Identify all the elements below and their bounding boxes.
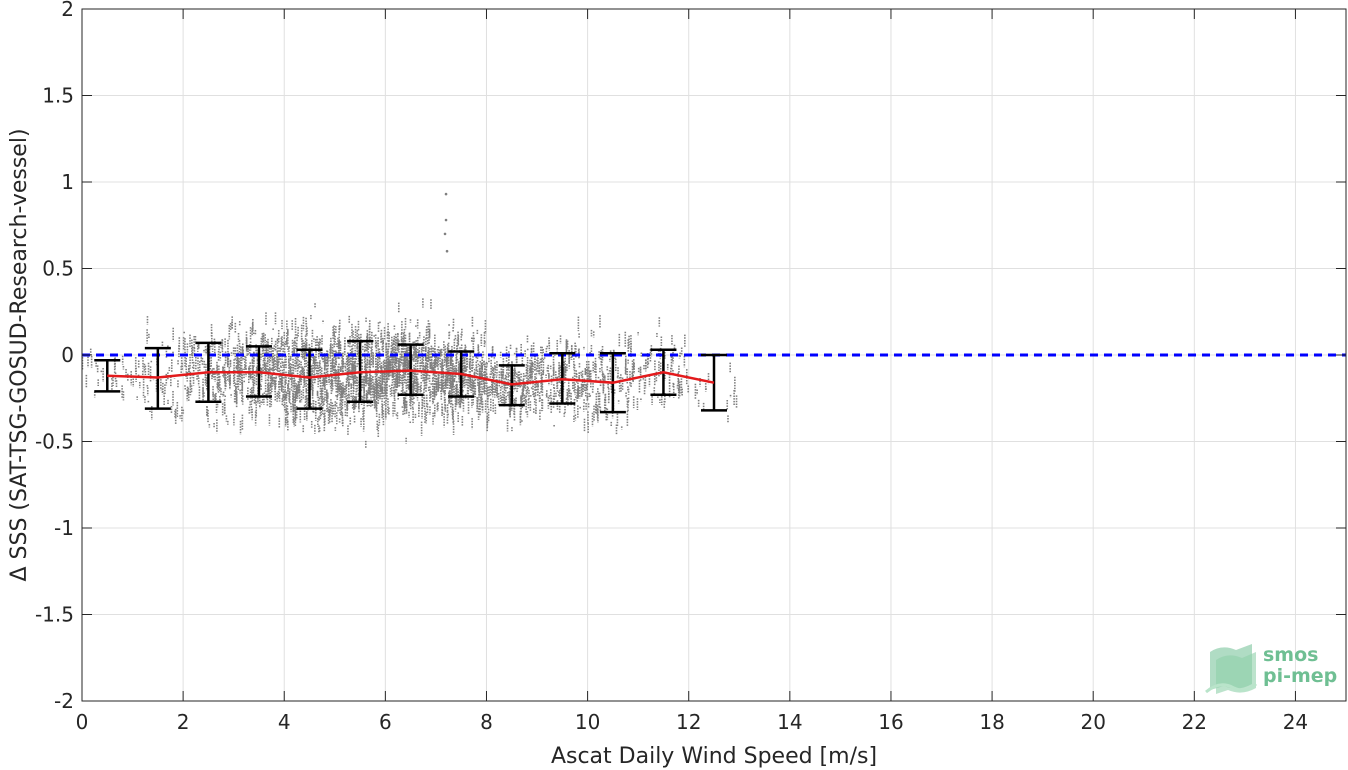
logo-text-smos: smos [1263,644,1318,666]
x-tick-label: 20 [1080,710,1105,734]
scatter-point [444,192,448,196]
y-tick-label: 0.5 [42,257,74,281]
median-line [107,369,715,386]
x-axis-label: Ascat Daily Wind Speed [m/s] [551,744,877,769]
scatter-point [443,232,447,236]
y-tick-label: -1.5 [35,603,74,627]
y-tick-label: 1.5 [42,84,74,108]
error-bar [296,348,323,410]
x-tick-label: 16 [878,710,903,734]
logo-text-pi-mep: pi-mep [1263,665,1337,687]
x-tick-label: 24 [1283,710,1308,734]
y-tick-label: -2 [54,689,74,713]
x-tick-label: 8 [480,710,493,734]
y-tick-label: 0 [61,343,74,367]
x-tick-label: 6 [379,710,392,734]
x-tick-label: 18 [979,710,1004,734]
logo-emblem-icon [1205,644,1258,694]
y-tick-label: 1 [61,170,74,194]
scatter-point [444,218,448,222]
x-tick-label: 4 [278,710,291,734]
axis-ticks: 0 2 4 6 8 10 12 14 16 18 20 22 2421.510.50-0.5-1-1.5… [35,0,1346,734]
x-tick-label: 12 [676,710,701,734]
x-tick-label: 22 [1182,710,1207,734]
scatter-point [445,249,449,253]
x-tick-label: 0 [76,710,89,734]
y-tick-label: 2 [61,0,74,21]
x-tick-label: 2 [177,710,190,734]
x-tick-label: 10 [575,710,600,734]
y-tick-label: -1 [54,516,74,540]
x-tick-label: 14 [777,710,802,734]
smos-pi-mep-logo: smos pi-mep [1205,644,1337,694]
y-tick-label: -0.5 [35,430,74,454]
scatter-points [81,192,738,449]
y-axis-label: Δ SSS (SAT-TSG-GOSUD-Research-vessel) [7,128,32,581]
